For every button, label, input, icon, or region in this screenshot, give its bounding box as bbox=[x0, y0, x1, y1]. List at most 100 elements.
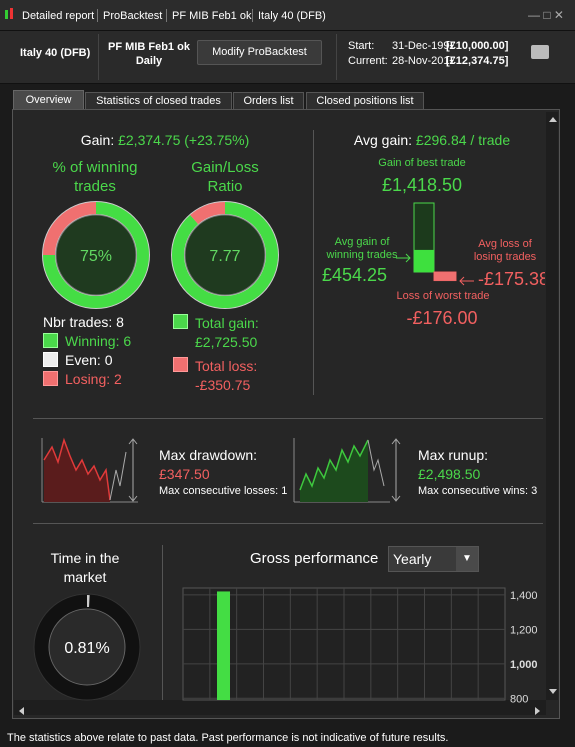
runup-sparkline bbox=[293, 438, 401, 503]
avg-win-value: £454.25 bbox=[322, 265, 388, 285]
h-scrollbar[interactable] bbox=[14, 700, 546, 715]
divider bbox=[162, 545, 163, 700]
divider bbox=[166, 9, 167, 22]
v-scrollbar[interactable] bbox=[546, 112, 558, 700]
avg-gain-value: £296.84 / trade bbox=[415, 132, 511, 148]
title-tab[interactable]: Italy 40 (DFB) bbox=[258, 10, 326, 22]
divider bbox=[252, 9, 253, 22]
avg-loss-arrow bbox=[459, 276, 474, 286]
winning-title: % of winning trades bbox=[52, 159, 138, 195]
winning-count: Winning: 6 bbox=[65, 333, 132, 349]
footer: The statistics above relate to past data… bbox=[7, 732, 449, 744]
scroll-down[interactable] bbox=[549, 689, 557, 694]
total-gain-label: Total gain: bbox=[195, 315, 259, 331]
donut-label: 75% bbox=[80, 248, 112, 265]
dropdown-arrow[interactable]: ▼ bbox=[456, 547, 478, 571]
modify-button[interactable]: Modify ProBacktest bbox=[197, 40, 322, 65]
avg-win-arrow bbox=[396, 253, 411, 263]
avg-gain: Avg gain: £296.84 / trade bbox=[354, 132, 510, 148]
donut-hole bbox=[184, 214, 266, 296]
instrument: Italy 40 (DFB) bbox=[20, 47, 91, 59]
divider bbox=[98, 34, 99, 80]
dropdown-value: Yearly bbox=[393, 551, 432, 567]
period: Daily bbox=[135, 55, 163, 67]
avg-win-label: Avg gain of winning trades bbox=[327, 236, 398, 262]
donut-label: 7.77 bbox=[209, 248, 240, 265]
strategy: PF MIB Feb1 ok bbox=[108, 41, 190, 53]
tab[interactable]: Statistics of closed trades bbox=[85, 92, 232, 110]
print-icon[interactable] bbox=[531, 45, 549, 59]
donut-rest bbox=[190, 202, 225, 225]
total-loss: -£350.75 bbox=[195, 377, 251, 393]
best-label: Gain of best trade bbox=[378, 157, 466, 169]
even-swatch bbox=[43, 352, 58, 367]
gross-title: Gross performance bbox=[250, 550, 379, 567]
donut-rest bbox=[43, 202, 96, 255]
loss-swatch bbox=[173, 357, 188, 372]
gain-value: £2,374.75 (+23.75%) bbox=[118, 132, 250, 148]
start-capital: [£10,000.00] bbox=[446, 40, 509, 52]
divider bbox=[336, 34, 337, 80]
avg-gain-label: Avg gain: bbox=[353, 132, 413, 148]
avg-loss-clip: -£175.38 bbox=[478, 269, 545, 290]
divider bbox=[97, 9, 98, 22]
scroll-up[interactable] bbox=[549, 117, 557, 122]
donut-hole bbox=[55, 214, 137, 296]
drawdown-sparkline bbox=[41, 437, 138, 503]
title-tab[interactable]: PF MIB Feb1 ok bbox=[172, 10, 252, 22]
nbr-trades: Nbr trades: 8 bbox=[43, 314, 124, 330]
avg-loss-bar bbox=[434, 272, 456, 281]
avg-loss-value: -£175.38 bbox=[478, 269, 545, 289]
y-tick-label: 1,400 bbox=[510, 590, 538, 602]
app-icon bbox=[4, 8, 16, 22]
losing-count: Losing: 2 bbox=[65, 371, 122, 387]
worst-value: -£176.00 bbox=[406, 308, 478, 328]
window-controls[interactable]: — □ ✕ bbox=[528, 8, 564, 22]
title-tab[interactable]: ProBacktest bbox=[103, 10, 163, 22]
text-line: Avg loss of bbox=[478, 238, 532, 250]
losing-swatch bbox=[43, 371, 58, 386]
scroll-right[interactable] bbox=[535, 707, 540, 715]
drawdown-value: £347.50 bbox=[159, 466, 210, 482]
divider bbox=[33, 418, 543, 419]
current-label: Current: bbox=[348, 55, 388, 67]
ratio-title: Gain/Loss Ratio bbox=[191, 159, 259, 195]
drawdown-consecutive: Max consecutive losses: 1 bbox=[159, 485, 288, 497]
avg-loss-label: Avg loss of losing trades bbox=[474, 238, 536, 264]
best-value: £1,418.50 bbox=[381, 175, 463, 195]
market-hole bbox=[48, 608, 126, 686]
runup-value: £2,498.50 bbox=[418, 466, 481, 482]
total-gain: £2,725.50 bbox=[195, 334, 258, 350]
title-tab[interactable]: Detailed report bbox=[22, 10, 95, 22]
start-label: Start: bbox=[348, 40, 375, 52]
y-tick-label: 800 bbox=[510, 693, 528, 705]
text-line: Time in the bbox=[50, 550, 120, 566]
gain-label: Gain: bbox=[80, 132, 115, 148]
y-tick-label: 1,200 bbox=[510, 624, 538, 636]
y-tick-label: 1,000 bbox=[510, 659, 538, 671]
worst-label: Loss of worst trade bbox=[396, 290, 490, 302]
total-loss-label: Total loss: bbox=[195, 358, 258, 374]
gain-swatch bbox=[173, 314, 188, 329]
current-date: 28-Nov-2017 bbox=[392, 55, 456, 67]
tab-active[interactable]: Overview bbox=[13, 90, 84, 110]
gain: Gain: £2,374.75 (+23.75%) bbox=[81, 132, 250, 148]
scroll-left[interactable] bbox=[19, 707, 24, 715]
start-date: 31-Dec-1997 bbox=[392, 40, 456, 52]
avg-win-bar bbox=[414, 249, 434, 272]
market-share bbox=[87, 595, 90, 608]
runup-label: Max runup: bbox=[418, 447, 489, 463]
market-title: Time in the market bbox=[51, 549, 120, 587]
runup-consecutive: Max consecutive wins: 3 bbox=[418, 485, 538, 497]
market-label: 0.81% bbox=[64, 640, 109, 657]
text-line: market bbox=[63, 569, 107, 585]
title-bar bbox=[0, 0, 575, 31]
text-line: winning trades bbox=[326, 249, 398, 261]
text-line: losing trades bbox=[473, 251, 537, 263]
even-count: Even: 0 bbox=[65, 352, 113, 368]
period-dropdown[interactable]: Yearly ▼ bbox=[388, 546, 479, 572]
winning-swatch bbox=[43, 333, 58, 348]
status-bar bbox=[0, 727, 575, 747]
